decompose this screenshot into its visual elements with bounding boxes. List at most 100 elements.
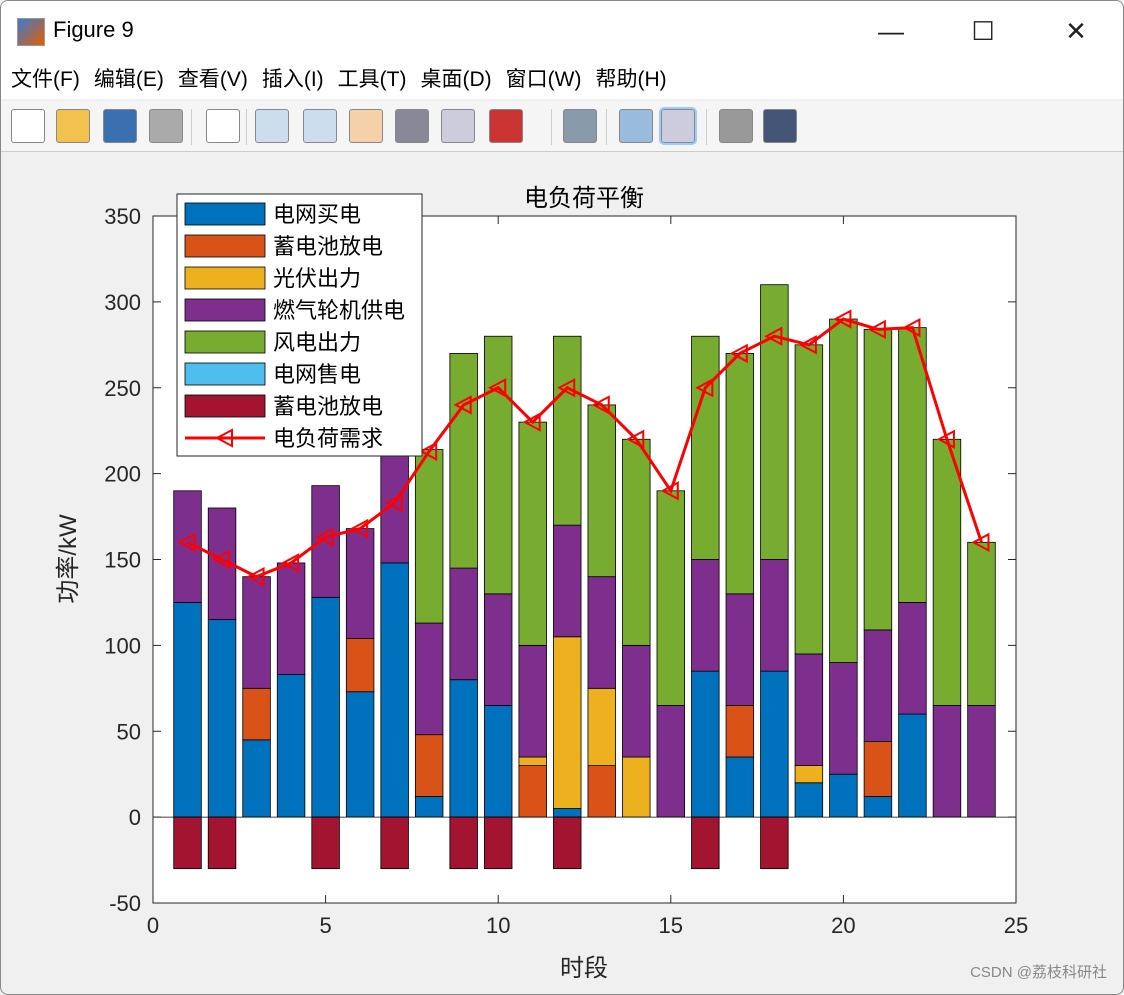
bar-0-1: [173, 602, 202, 818]
bar-4-15: [656, 490, 686, 706]
legend-icon[interactable]: [659, 107, 697, 145]
menu-file[interactable]: 文件(F): [11, 68, 80, 91]
bar-3-11: [518, 644, 547, 758]
y-tick-label: 300: [104, 290, 141, 315]
legend-label: 蓄电池放电: [273, 234, 383, 259]
bar-0-16: [691, 670, 720, 818]
load-marker-15: [660, 481, 679, 501]
menu-window[interactable]: 窗口(W): [505, 68, 582, 91]
legend-marker-icon: [214, 428, 233, 448]
load-marker-18: [764, 326, 783, 346]
bar-0-6: [345, 691, 375, 818]
legend-label: 光伏出力: [273, 266, 361, 291]
load-marker-19: [798, 335, 817, 355]
bar-0-2: [207, 619, 237, 818]
bar-4-11: [518, 421, 547, 646]
minimize-button[interactable]: —: [878, 16, 904, 46]
menu-help[interactable]: 帮助(H): [595, 68, 667, 91]
bar-0-3: [242, 739, 271, 818]
legend-label: 蓄电池放电: [273, 394, 383, 419]
load-line: [186, 317, 983, 579]
bar-0-9: [449, 679, 478, 818]
menu-insert[interactable]: 插入(I): [261, 68, 324, 91]
bar-6-12: [553, 816, 582, 870]
bar-0-7: [380, 562, 409, 818]
bar-3-3: [242, 576, 271, 689]
menu-desktop[interactable]: 桌面(D): [420, 68, 492, 91]
bar-1-8: [414, 734, 444, 797]
bar-3-23: [932, 705, 962, 818]
bar-1-3: [242, 687, 271, 741]
bar-4-12: [553, 335, 582, 526]
new-file-icon[interactable]: [11, 109, 45, 143]
bar-3-12: [553, 524, 582, 638]
legend-swatch: [184, 202, 266, 226]
open-icon[interactable]: [56, 109, 90, 143]
legend-label: 电网买电: [273, 202, 361, 227]
bar-6-16: [691, 816, 720, 870]
bar-1-13: [587, 765, 616, 818]
zoom-in-icon[interactable]: [255, 109, 289, 143]
legend-swatch: [184, 362, 266, 386]
toolbar-separator: [606, 109, 607, 145]
bar-4-13: [587, 404, 616, 578]
bar-0-19: [794, 782, 824, 818]
load-marker-7: [384, 493, 403, 513]
bar-0-8: [414, 796, 444, 818]
data-cursor-icon[interactable]: [441, 109, 475, 143]
maximize-button[interactable]: ☐: [971, 16, 995, 46]
y-tick-label: -50: [109, 891, 141, 916]
close-button[interactable]: ✕: [1065, 16, 1087, 46]
bar-6-18: [760, 816, 789, 870]
legend-swatch: [184, 330, 266, 354]
bar-4-20: [829, 318, 858, 663]
bar-3-18: [760, 559, 789, 672]
bar-0-10: [483, 705, 513, 818]
hide-tools-icon[interactable]: [719, 109, 753, 143]
bar-4-16: [691, 335, 720, 560]
window-title: Figure 9: [53, 17, 134, 42]
dock-icon[interactable]: [763, 109, 797, 143]
y-tick-label: 250: [104, 376, 141, 401]
bar-3-4: [276, 562, 306, 675]
matlab-logo-icon: [17, 18, 45, 46]
toolbar-separator: [551, 109, 552, 145]
save-icon[interactable]: [103, 109, 137, 143]
rotate-icon[interactable]: [395, 109, 429, 143]
toolbar-separator: [246, 109, 247, 145]
pan-icon[interactable]: [349, 109, 383, 143]
bar-4-10: [483, 335, 513, 595]
y-tick-label: 150: [104, 548, 141, 573]
menu-tools[interactable]: 工具(T): [337, 68, 407, 91]
legend-label: 电网售电: [273, 362, 361, 387]
load-marker-6: [349, 518, 369, 539]
menu-view[interactable]: 查看(V): [177, 68, 248, 91]
bar-0-22: [898, 713, 927, 818]
toolbar: [1, 101, 1123, 152]
x-tick-label: 15: [659, 913, 683, 938]
zoom-out-icon[interactable]: [303, 109, 337, 143]
bar-3-13: [587, 576, 616, 689]
load-marker-9: [453, 395, 472, 415]
load-marker-4: [280, 553, 300, 573]
bar-3-9: [449, 567, 478, 681]
load-marker-23: [936, 429, 955, 449]
bar-4-23: [932, 438, 962, 706]
print-icon[interactable]: [149, 109, 183, 143]
link-icon[interactable]: [563, 109, 597, 143]
brush-icon[interactable]: [489, 109, 523, 143]
legend-swatch: [184, 298, 266, 322]
bar-4-21: [863, 328, 893, 631]
toolbar-separator: [706, 109, 707, 145]
bar-6-5: [311, 816, 340, 870]
pointer-icon[interactable]: [206, 109, 240, 143]
menu-edit[interactable]: 编辑(E): [93, 68, 164, 91]
load-marker-21: [867, 319, 886, 340]
bar-0-18: [760, 670, 789, 818]
load-marker-22: [902, 317, 921, 338]
bar-3-20: [829, 662, 858, 775]
y-tick-label: 0: [129, 805, 141, 830]
colorbar-icon[interactable]: [619, 109, 653, 143]
bar-0-20: [829, 773, 858, 818]
bar-4-8: [414, 449, 444, 624]
